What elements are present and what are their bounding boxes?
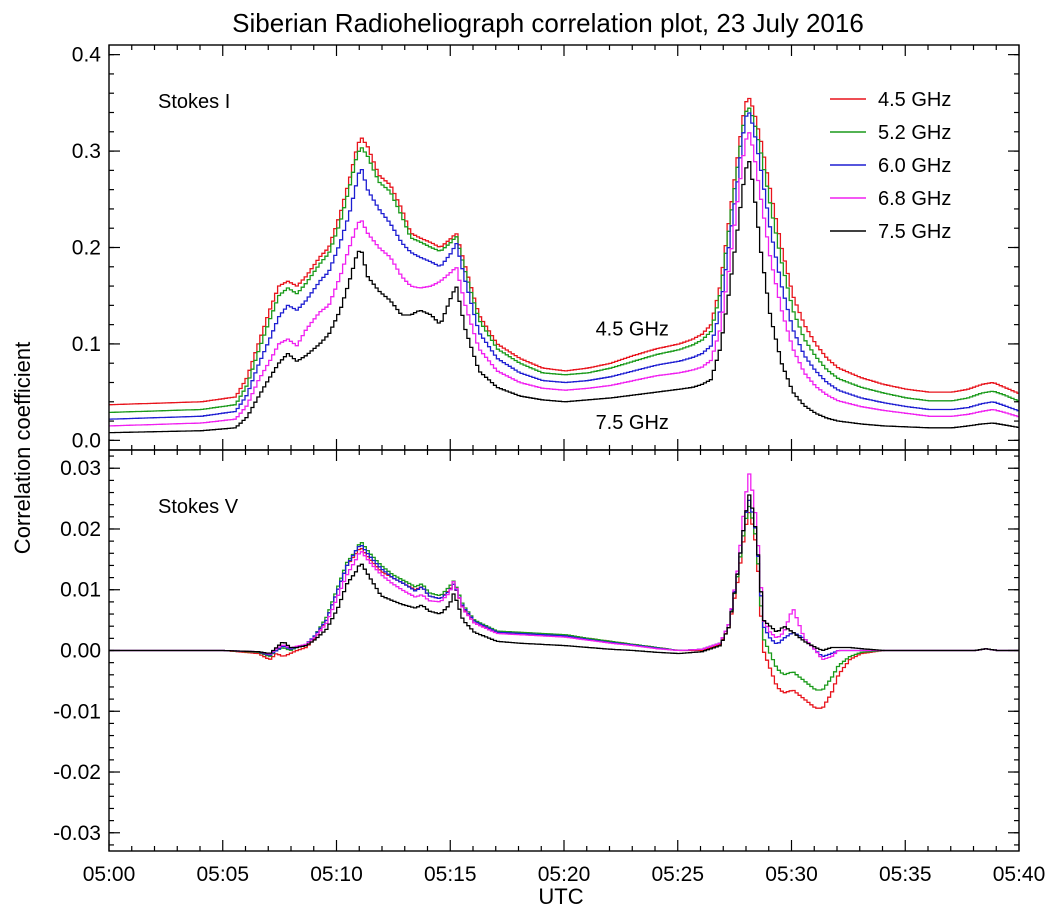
stokes-i-annotation: 7.5 GHz	[596, 412, 669, 434]
legend-label: 6.8 GHz	[878, 188, 951, 210]
legend-label: 4.5 GHz	[878, 89, 951, 111]
stokes-i-traces	[109, 99, 1019, 433]
stokes-v-label: Stokes V	[158, 496, 239, 518]
legend-label: 5.2 GHz	[878, 122, 951, 144]
x-tick-label: 05:35	[879, 863, 932, 886]
x-tick-label: 05:40	[993, 863, 1046, 886]
stokes-v-series-6-0-ghz	[109, 500, 1019, 656]
x-tick-label: 05:30	[765, 863, 818, 886]
stokes-v-y-tick-label: -0.03	[53, 822, 101, 845]
stokes-i-label: Stokes I	[158, 91, 230, 113]
x-tick-label: 05:00	[83, 863, 136, 886]
stokes-i-y-tick-label: 0.3	[72, 140, 101, 163]
stokes-v-series-5-2-ghz	[109, 507, 1019, 691]
stokes-v-traces	[109, 474, 1019, 708]
x-axis-label: UTC	[538, 884, 583, 909]
stokes-v-y-tick-label: 0.00	[60, 640, 101, 663]
stokes-i-y-tick-label: 0.4	[72, 44, 102, 67]
stokes-v-y-tick-label: 0.01	[60, 579, 101, 602]
stokes-v-series-6-8-ghz	[109, 474, 1019, 659]
stokes-v-series-4-5-ghz	[109, 513, 1019, 709]
stokes-i-series-5-2-ghz	[109, 108, 1019, 412]
stokes-v-y-tick-label: -0.02	[53, 761, 101, 784]
legend: 4.5 GHz 5.2 GHz 6.0 GHz 6.8 GHz 7.5 GHz	[830, 89, 951, 243]
stokes-v-y-tick-label: 0.03	[60, 457, 101, 480]
stokes-v-y-tick-label: -0.01	[53, 700, 101, 723]
stokes-i-y-tick-label: 0.0	[72, 429, 101, 452]
x-tick-label: 05:10	[310, 863, 363, 886]
x-tick-label: 05:20	[538, 863, 591, 886]
y-axis-label: Correlation coefficient	[10, 342, 35, 554]
stokes-v-panel: -0.03 -0.02 -0.01 0.00 0.01 0.02 0.03 Stokes V	[53, 450, 1019, 851]
stokes-i-series-4-5-ghz	[109, 99, 1019, 405]
stokes-v-series-7-5-ghz	[109, 495, 1019, 654]
stokes-i-y-tick-label: 0.2	[72, 237, 101, 260]
x-tick-label: 05:15	[424, 863, 477, 886]
x-tick-label: 05:05	[196, 863, 249, 886]
stokes-i-panel: 0.0 0.1 0.2 0.3 0.4 Stokes I 4.5 GHz 7.5 GHz	[72, 44, 1019, 453]
legend-label: 7.5 GHz	[878, 221, 951, 243]
chart-title: Siberian Radioheliograph correlation plo…	[232, 8, 864, 38]
stokes-i-annotation: 4.5 GHz	[596, 318, 669, 340]
x-tick-label: 05:25	[651, 863, 704, 886]
plot-area: 0.0 0.1 0.2 0.3 0.4 Stokes I 4.5 GHz 7.5 GHz -0.…	[53, 44, 1045, 886]
legend-label: 6.0 GHz	[878, 155, 951, 177]
stokes-i-y-tick-label: 0.1	[72, 333, 101, 356]
stokes-v-y-tick-label: 0.02	[60, 518, 101, 541]
